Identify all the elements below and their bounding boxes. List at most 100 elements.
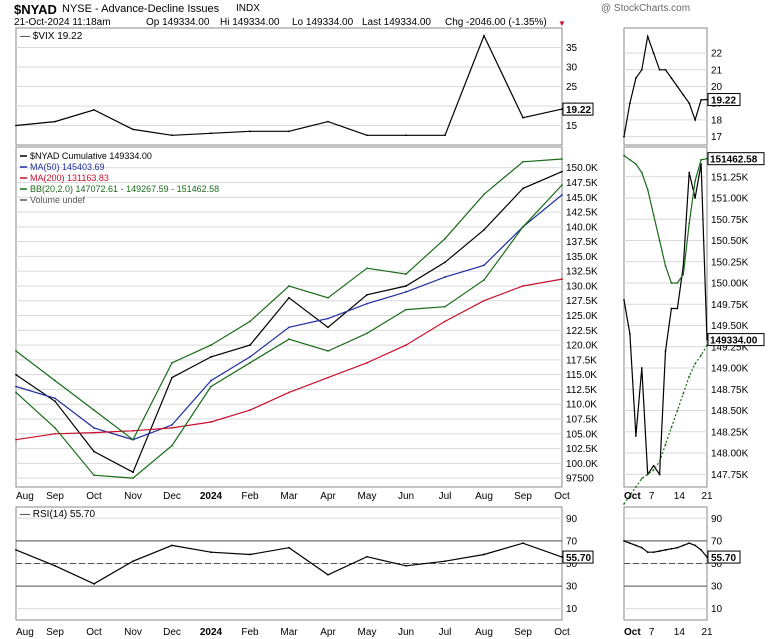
zoom-main-data-point bbox=[658, 460, 661, 463]
rsi-data-point bbox=[93, 582, 95, 585]
zoom-main-data-point bbox=[706, 338, 708, 341]
zoom-vix-data-point bbox=[676, 85, 679, 88]
zoom-main-data-point bbox=[670, 282, 673, 284]
zoom-main-data-point bbox=[623, 154, 625, 157]
main-data-point bbox=[93, 431, 95, 434]
zoom-vix-data-point bbox=[652, 52, 655, 54]
vix-data-point bbox=[93, 109, 95, 111]
zoom-main-data-point bbox=[706, 344, 708, 347]
vix-data-point bbox=[54, 120, 56, 123]
zoom-main-data-point bbox=[676, 282, 679, 284]
zoom-main-y-tick-label: 148.00K bbox=[711, 449, 749, 460]
main-data-point bbox=[210, 385, 212, 388]
zoom-main-x-tick-label: 14 bbox=[674, 491, 686, 502]
rsi-x-tick-label: 2024 bbox=[200, 627, 223, 638]
main-legend-entry: BB(20,2.0) 147072.61 - 149267.59 - 15146… bbox=[30, 184, 219, 194]
zoom-rsi-y-tick-label: 30 bbox=[711, 582, 723, 593]
zoom-main-frame bbox=[623, 146, 708, 488]
zoom-rsi-data-point bbox=[676, 546, 679, 549]
main-data-point bbox=[249, 344, 251, 346]
rsi-x-tick-label: Dec bbox=[163, 627, 181, 638]
main-data-point bbox=[54, 426, 56, 429]
main-data-point bbox=[405, 285, 407, 287]
rsi-data-point bbox=[54, 564, 56, 567]
zoom-main-y-tick-label: 150.25K bbox=[711, 257, 749, 268]
main-y-tick-label: 102.5K bbox=[566, 444, 598, 455]
vix-data-point bbox=[561, 108, 563, 111]
zoom-vix-data-point bbox=[670, 77, 673, 80]
zoom-main-y-tick-label: 150.50K bbox=[711, 236, 749, 247]
zoom-main-data-point bbox=[652, 469, 655, 471]
zoom-rsi-data-point bbox=[664, 549, 667, 551]
zoom-rsi-x-tick-label: 14 bbox=[674, 627, 686, 638]
vix-data-point bbox=[483, 34, 485, 37]
main-y-tick-label: 137.5K bbox=[566, 237, 598, 248]
zoom-vix-data-point bbox=[682, 93, 685, 96]
main-data-point bbox=[54, 432, 56, 435]
main-legend-entry: $NYAD Cumulative 149334.00 bbox=[30, 151, 152, 161]
main-data-point bbox=[249, 361, 251, 364]
main-data-point bbox=[132, 429, 134, 432]
zoom-main-data-point bbox=[658, 239, 661, 242]
zoom-rsi-data-point bbox=[700, 549, 702, 551]
rsi-x-tick-label: Jun bbox=[398, 627, 414, 638]
description: NYSE - Advance-Decline Issues bbox=[62, 3, 220, 15]
zoom-main-data-point bbox=[682, 273, 685, 276]
main-data-point bbox=[366, 302, 368, 305]
zoom-main-data-point bbox=[682, 392, 685, 395]
main-x-tick-label: Jul bbox=[439, 491, 452, 502]
main-x-tick-label: 2024 bbox=[200, 491, 223, 502]
main-data-point bbox=[54, 400, 56, 403]
main-y-tick-label: 150.0K bbox=[566, 163, 598, 174]
main-data-point bbox=[210, 421, 212, 423]
zoom-main-series-line bbox=[623, 344, 708, 505]
main-y-tick-label: 135.0K bbox=[566, 252, 598, 263]
zoom-main-series-line bbox=[623, 163, 708, 477]
main-data-point bbox=[288, 338, 290, 341]
zoom-vix-data-point bbox=[640, 68, 643, 71]
zoom-vix-y-tick-label: 20 bbox=[711, 82, 723, 93]
zoom-rsi-data-point bbox=[682, 544, 685, 547]
zoom-main-data-point bbox=[634, 163, 637, 165]
rsi-x-tick-label: Nov bbox=[124, 627, 142, 638]
vix-data-point bbox=[132, 128, 134, 131]
main-y-tick-label: 97500 bbox=[566, 474, 594, 485]
zoom-rsi-x-tick-label: 7 bbox=[649, 627, 655, 638]
main-legend-entry: MA(200) 131163.83 bbox=[30, 173, 109, 183]
main-x-tick-label: May bbox=[358, 491, 377, 502]
zoom-rsi-data-point bbox=[706, 556, 708, 558]
rsi-x-tick-label: Apr bbox=[320, 627, 336, 638]
main-data-point bbox=[93, 409, 95, 412]
main-data-point bbox=[522, 285, 524, 287]
main-data-point bbox=[366, 332, 368, 335]
main-data-point bbox=[366, 293, 368, 296]
zoom-main-data-point bbox=[676, 409, 679, 412]
zoom-rsi-y-tick-label: 10 bbox=[711, 604, 723, 615]
main-y-tick-label: 142.5K bbox=[566, 208, 598, 219]
main-y-tick-label: 107.5K bbox=[566, 415, 598, 426]
zoom-main-y-tick-label: 148.25K bbox=[711, 427, 749, 438]
main-legend-entry: Volume undef bbox=[30, 195, 86, 205]
zoom-main-y-tick-label: 149.50K bbox=[711, 321, 749, 332]
vix-data-point bbox=[327, 120, 329, 123]
rsi-data-point bbox=[522, 542, 524, 545]
zoom-main-y-tick-label: 149.25K bbox=[711, 342, 749, 353]
rsi-x-tick-label: Feb bbox=[241, 627, 259, 638]
main-data-point bbox=[444, 276, 446, 278]
main-x-tick-label: Dec bbox=[163, 491, 181, 502]
zoom-rsi-y-tick-label: 90 bbox=[711, 514, 723, 525]
zoom-main-data-point bbox=[664, 265, 667, 267]
main-data-point bbox=[405, 344, 407, 346]
rsi-x-tick-label: Sep bbox=[46, 627, 64, 638]
main-data-point bbox=[327, 296, 329, 299]
watermark: @ StockCharts.com bbox=[601, 3, 691, 14]
main-series-line bbox=[15, 171, 563, 474]
vix-y-tick-label: 25 bbox=[566, 82, 578, 93]
zoom-main-x-tick-label: 21 bbox=[701, 491, 713, 502]
zoom-main-data-point bbox=[629, 158, 631, 161]
zoom-vix-y-tick-label: 17 bbox=[711, 132, 723, 143]
zoom-main-data-point bbox=[640, 367, 643, 369]
rsi-last-value-box bbox=[562, 550, 594, 564]
zoom-main-y-tick-label: 148.75K bbox=[711, 385, 749, 396]
